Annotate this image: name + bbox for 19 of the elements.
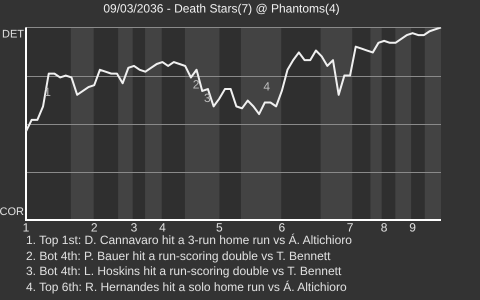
text: 2. Bot 4th: P. Bauer hit a run-scoring double vs T. Bennett (26, 248, 332, 264)
x-tick-label: 7 (346, 220, 354, 235)
x-tick-label: 4 (159, 220, 166, 235)
x-tick-label: 8 (380, 220, 388, 235)
x-tick-label: 9 (409, 220, 416, 235)
text: 3. Bot 4th: L. Hoskins hit a run-scoring double vs T. Bennett (26, 264, 342, 280)
text: COR (0, 206, 24, 218)
text: 1. Top 1st: D. Cannavaro hit a 3-run home run vs Á. Altichioro (26, 233, 352, 248)
x-tick-label: 5 (216, 220, 223, 235)
chart-title: 09/03/2036 - Death Stars(7) @ Phantoms(4) (103, 2, 340, 16)
x-tick-label: 2 (90, 220, 98, 235)
annotation: 2 (192, 77, 200, 92)
annotation: 3 (204, 90, 212, 105)
x-tick-label: 3 (130, 220, 138, 235)
x-tick-label: 6 (278, 220, 286, 235)
x-tick-label: 1 (22, 220, 30, 235)
text: 4. Top 6th: R. Hernandes hit a solo home run vs Á. Altichioro (26, 280, 348, 295)
annotation: 4 (263, 79, 270, 94)
text: DET (2, 28, 24, 40)
